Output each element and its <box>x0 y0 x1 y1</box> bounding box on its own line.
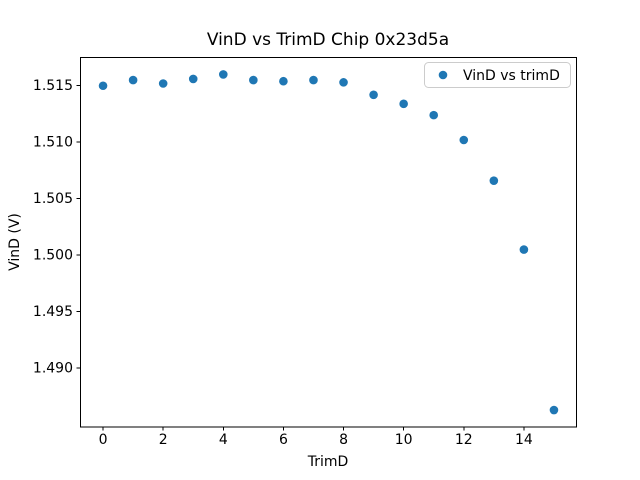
data-point <box>489 176 499 185</box>
y-tick-label: 1.500 <box>33 248 73 264</box>
data-point <box>549 405 559 415</box>
data-point <box>158 79 168 88</box>
legend: VinD vs trimD <box>424 62 571 88</box>
data-point <box>429 110 439 120</box>
axes-frame <box>80 57 577 428</box>
data-point <box>519 245 529 254</box>
y-tick-label: 1.515 <box>33 78 73 94</box>
x-tick-label: 4 <box>219 432 228 448</box>
x-tick-label: 8 <box>339 432 348 448</box>
data-point <box>339 78 348 87</box>
y-tick-label: 1.495 <box>33 304 73 320</box>
chart-title: VinD vs TrimD Chip 0x23d5a <box>207 30 449 50</box>
legend-box <box>424 62 571 88</box>
y-axis-ticks: 1.490 1.495 1.500 1.505 1.510 1.515 <box>33 78 81 377</box>
y-tick-label: 1.490 <box>33 361 73 377</box>
data-point <box>128 75 138 85</box>
x-tick-label: 2 <box>159 432 168 448</box>
data-point <box>309 75 318 85</box>
data-point <box>369 90 378 100</box>
x-tick-label: 0 <box>99 432 108 448</box>
y-tick-label: 1.505 <box>33 191 73 207</box>
data-point <box>98 81 108 91</box>
legend-label: VinD vs trimD <box>463 68 560 84</box>
x-tick-label: 14 <box>515 432 533 448</box>
legend-marker-icon <box>438 70 448 80</box>
x-axis-label: TrimD <box>307 454 349 470</box>
data-point <box>218 70 228 79</box>
x-axis-ticks: 0 2 4 6 8 10 12 14 <box>99 427 533 448</box>
x-tick-label: 6 <box>279 432 288 448</box>
data-point <box>459 135 469 145</box>
data-point <box>249 75 258 85</box>
y-axis-label: VinD (V) <box>7 213 23 271</box>
x-tick-label: 12 <box>455 432 473 448</box>
scatter-points <box>98 70 559 415</box>
y-tick-label: 1.510 <box>33 135 73 151</box>
data-point <box>279 76 288 86</box>
data-point <box>399 99 408 109</box>
x-tick-label: 10 <box>395 432 413 448</box>
data-point <box>188 74 198 84</box>
